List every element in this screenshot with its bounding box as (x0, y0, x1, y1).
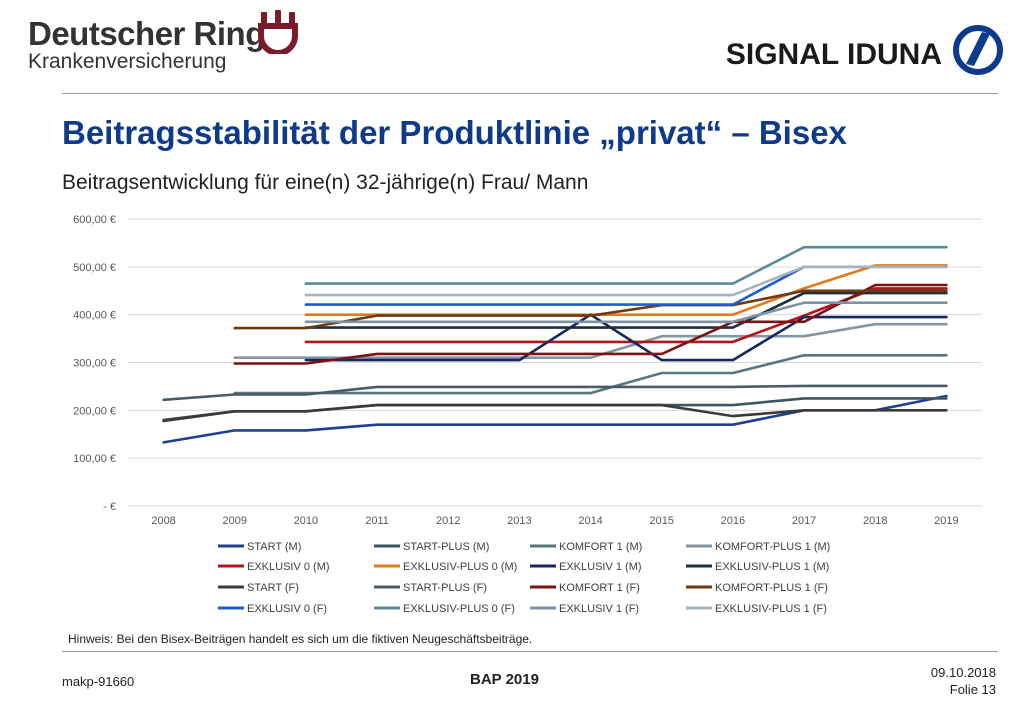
deutscher-ring-emblem-icon (258, 10, 298, 54)
footer-reference: makp-91660 (62, 674, 135, 689)
legend-label: EXKLUSIV-PLUS 0 (M) (403, 561, 517, 573)
deutscher-ring-logo: Deutscher Ring Krankenversicherung (28, 16, 265, 74)
brand-name: Deutscher Ring (28, 15, 265, 52)
y-tick-label: - € (103, 501, 116, 513)
legend-label: START-PLUS (F) (403, 582, 487, 594)
y-tick-label: 600,00 € (73, 214, 116, 226)
series-line-11 (233, 283, 948, 365)
header-divider (62, 93, 998, 94)
x-tick-label: 2013 (507, 515, 531, 527)
legend-label: EXKLUSIV-PLUS 0 (F) (403, 603, 515, 615)
series-line-8 (304, 291, 948, 329)
x-tick-label: 2019 (934, 515, 958, 527)
series-line-9 (162, 403, 948, 423)
signal-iduna-logo: SIGNAL IDUNA (725, 38, 942, 71)
legend-label: START (F) (247, 582, 299, 594)
legend-label: EXKLUSIV 1 (M) (559, 561, 642, 573)
y-tick-label: 100,00 € (73, 453, 116, 465)
series-line-1 (162, 394, 948, 444)
signal-iduna-emblem-icon (953, 25, 1003, 75)
legend-label: KOMFORT 1 (M) (559, 541, 642, 553)
x-tick-label: 2016 (721, 515, 745, 527)
x-tick-label: 2015 (650, 515, 674, 527)
legend-label: START (M) (247, 541, 301, 553)
x-tick-label: 2011 (365, 515, 389, 527)
legend-label: EXKLUSIV-PLUS 1 (M) (715, 561, 829, 573)
x-tick-label: 2010 (294, 515, 318, 527)
footer-divider (62, 651, 998, 652)
x-tick-label: 2009 (223, 515, 247, 527)
series-line-7 (304, 313, 948, 362)
y-tick-label: 300,00 € (73, 358, 116, 370)
x-tick-label: 2017 (792, 515, 816, 527)
slide-subtitle: Beitragsentwicklung für eine(n) 32-jähri… (62, 171, 589, 194)
x-tick-label: 2008 (151, 515, 175, 527)
chart-note: Hinweis: Bei den Bisex-Beiträgen handelt… (68, 632, 533, 646)
footer-event: BAP 2019 (470, 671, 539, 688)
legend-label: EXKLUSIV 0 (F) (247, 603, 327, 615)
legend-label: KOMFORT-PLUS 1 (F) (715, 582, 828, 594)
y-tick-label: 200,00 € (73, 405, 116, 417)
footer-meta: 09.10.2018 Folie 13 (931, 664, 996, 698)
footer-page-number: Folie 13 (949, 682, 996, 697)
legend-label: EXKLUSIV 0 (M) (247, 561, 330, 573)
x-tick-label: 2012 (436, 515, 460, 527)
y-tick-label: 400,00 € (73, 310, 116, 322)
legend-label: KOMFORT 1 (F) (559, 582, 640, 594)
legend-label: START-PLUS (M) (403, 541, 489, 553)
series-line-12 (233, 289, 948, 330)
legend-label: EXKLUSIV-PLUS 1 (F) (715, 603, 827, 615)
footer-date: 09.10.2018 (930, 665, 996, 680)
series-line-15 (304, 301, 948, 324)
series-line-3 (233, 353, 948, 395)
series-line-14 (304, 245, 948, 285)
y-tick-label: 500,00 € (73, 262, 116, 274)
brand-subline: Krankenversicherung (28, 50, 227, 73)
legend-label: EXKLUSIV 1 (F) (559, 603, 639, 615)
x-tick-label: 2014 (578, 515, 602, 527)
legend-label: KOMFORT-PLUS 1 (M) (715, 541, 830, 553)
x-tick-label: 2018 (863, 515, 887, 527)
series-line-10 (162, 384, 948, 402)
slide-title: Beitragsstabilität der Produktlinie „pri… (62, 114, 847, 151)
series-line-16 (304, 265, 948, 297)
